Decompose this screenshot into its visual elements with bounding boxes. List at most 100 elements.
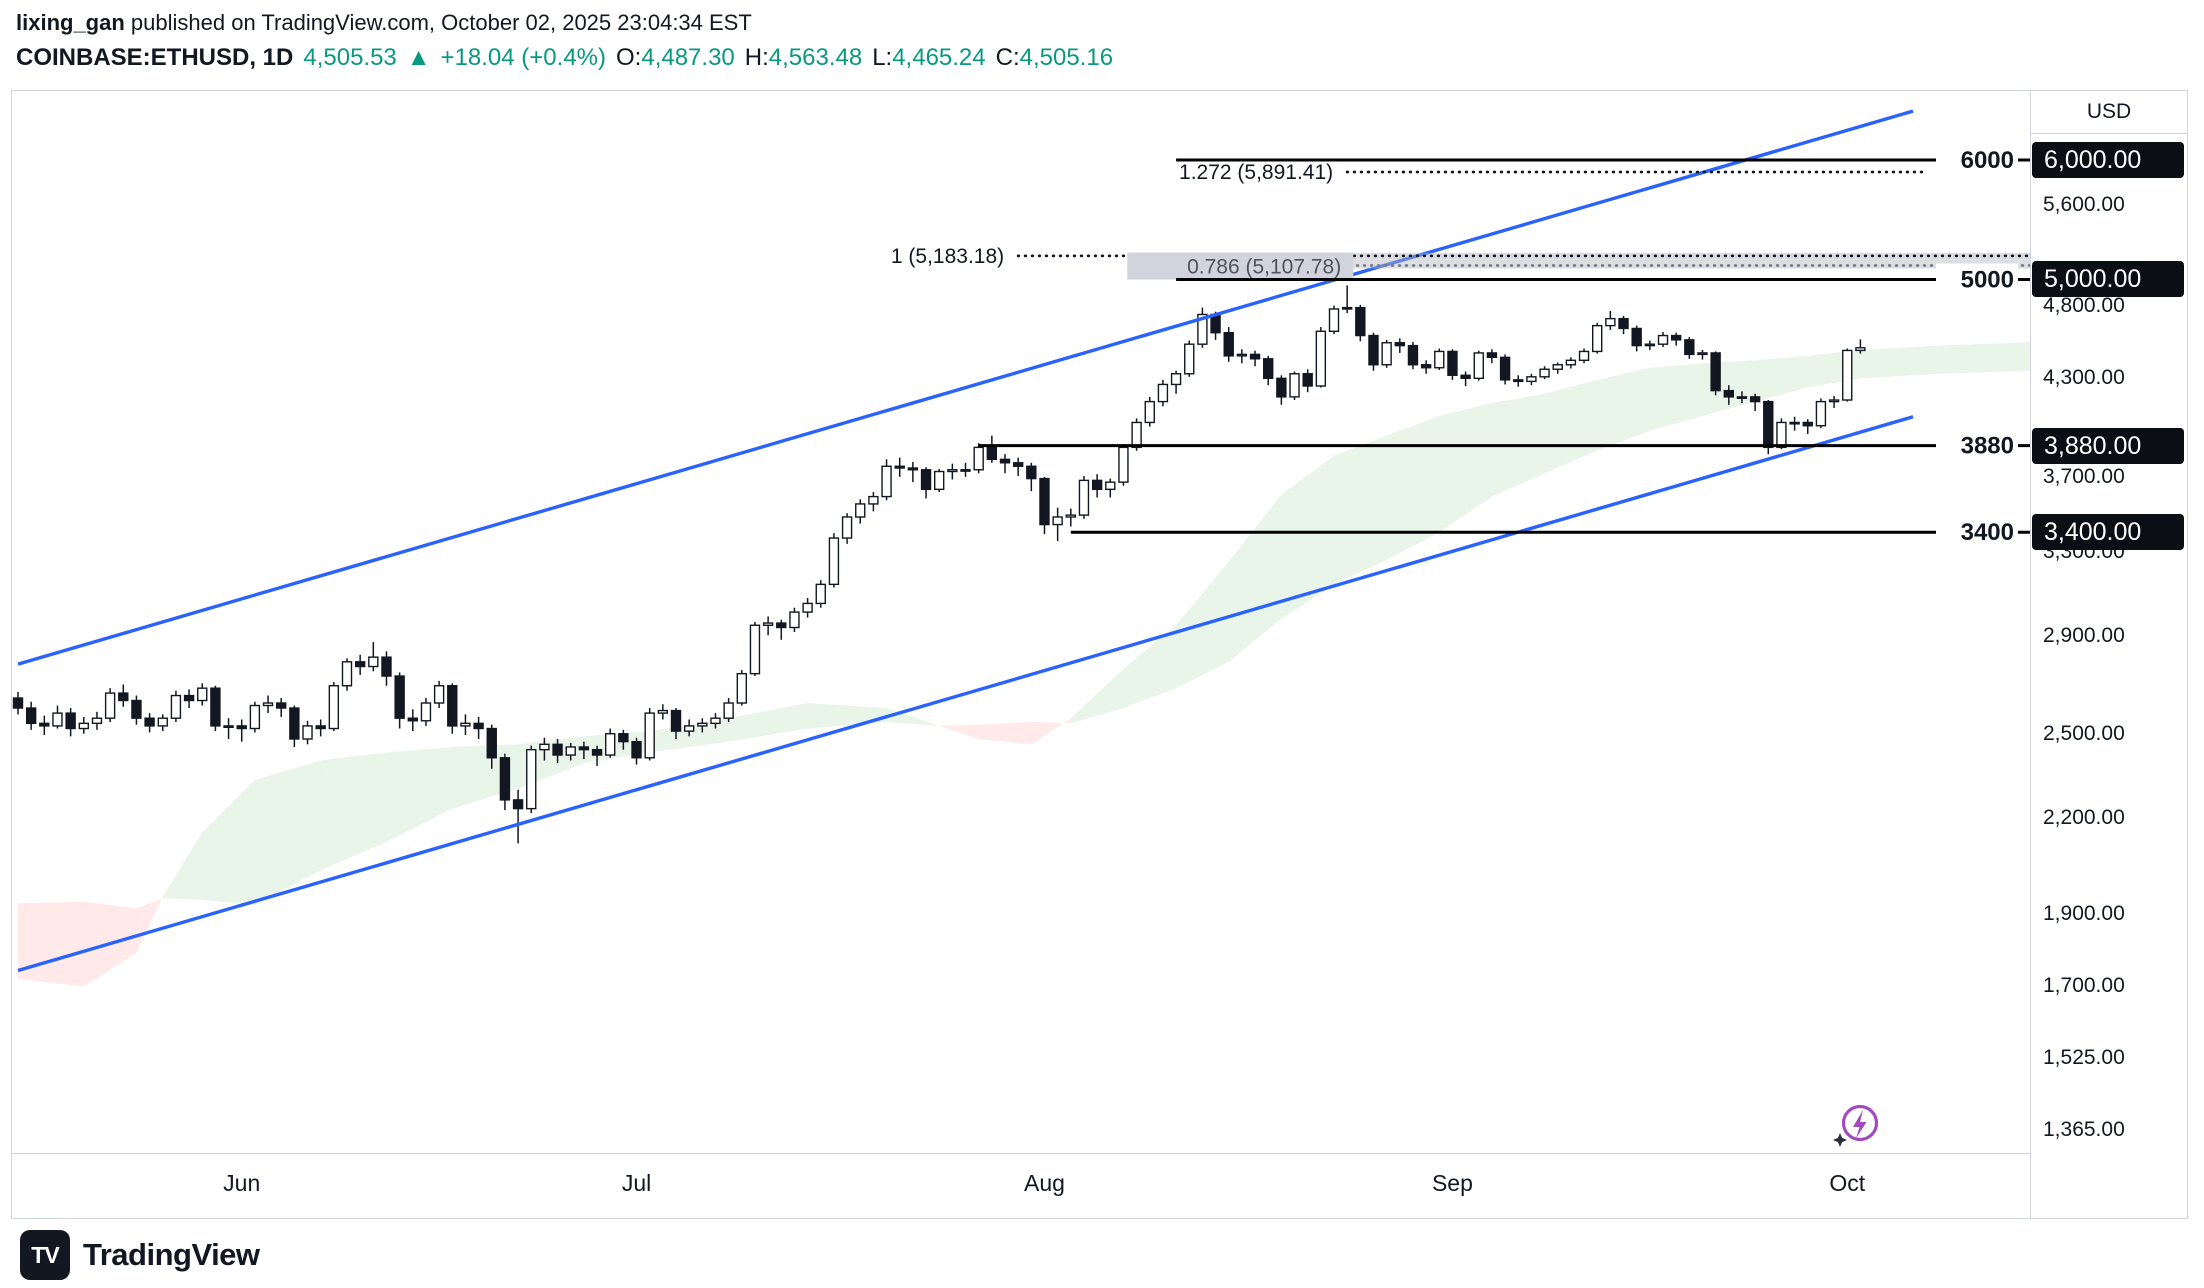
candle-body (762, 622, 774, 626)
candle-body (802, 602, 813, 613)
published-text: published on TradingView.com, October 02… (124, 10, 752, 35)
candle-body (1723, 389, 1735, 398)
candle-body (1170, 373, 1182, 386)
plot-svg[interactable]: 1.272 (5,891.41) 1 (5,183.18) 0.786 (5,107… (12, 91, 2030, 1153)
close-label: C: (995, 44, 1020, 71)
price-tick: 4,800.00 (2043, 294, 2125, 318)
candle-body (670, 709, 682, 732)
open-label: O: (616, 44, 642, 71)
boost-lightning-icon[interactable] (1830, 1097, 1886, 1153)
candle-body (1118, 446, 1129, 483)
candle-body (1197, 313, 1208, 345)
low-label: L: (872, 44, 893, 71)
candle-body (1526, 376, 1537, 383)
candle-body (368, 656, 379, 668)
candle-body (131, 699, 142, 719)
month-label: Jun (223, 1170, 261, 1196)
candle-body (1184, 343, 1195, 375)
fib-label-bg (1127, 252, 1354, 280)
candle-body (302, 725, 313, 740)
symbol-line: COINBASE:ETHUSD, 1D 4,505.53 ▲ +18.04 (+… (16, 44, 1113, 72)
price-tick: 1,900.00 (2043, 901, 2125, 925)
candle-body (907, 467, 919, 471)
candle-body (12, 697, 24, 709)
tradingview-logo-icon[interactable]: TV (20, 1230, 70, 1280)
fib-label: 1.272 (5,891.41) (1179, 161, 1333, 184)
month-label: Oct (1829, 1170, 1866, 1196)
price-tick: 1,700.00 (2043, 974, 2125, 998)
chart-container[interactable]: 1.272 (5,891.41) 1 (5,183.18) 0.786 (5,107… (11, 90, 2188, 1219)
level-label: 5000 (1961, 266, 2014, 293)
candle-body (433, 685, 445, 704)
candle-body (868, 495, 879, 505)
price-level-badge: 6,000.00 (2032, 142, 2184, 178)
candle-body (1499, 356, 1511, 381)
candle-body (1223, 332, 1234, 357)
month-label: Jul (621, 1170, 652, 1196)
candle-body (1065, 514, 1077, 518)
tradingview-brand-text[interactable]: TradingView (83, 1237, 260, 1272)
published-line: lixing_gan published on TradingView.com,… (16, 10, 752, 36)
candle-body (1105, 481, 1116, 491)
time-axis[interactable]: Jun Jul Aug Sep Oct (12, 1153, 2030, 1217)
candle-body (381, 656, 392, 677)
candle-body (1460, 374, 1471, 380)
candle-body (999, 458, 1011, 464)
cloud-segment (1123, 625, 1177, 709)
candle-body (1302, 373, 1313, 387)
candle-body (1289, 373, 1300, 398)
fib-levels: 1.272 (5,891.41) 1 (5,183.18) 0.786 (5,107… (891, 161, 2030, 280)
footer: TV TradingView (20, 1230, 260, 1280)
candle-body (1276, 377, 1287, 398)
candle-body (1420, 364, 1432, 369)
last-price: 4,505.53 (303, 44, 397, 71)
cloud-segment (728, 703, 808, 742)
price-tick: 2,900.00 (2043, 624, 2125, 648)
lightning-bolt (1853, 1110, 1867, 1139)
price-axis[interactable]: USD 5,600.00 4,800.00 4,300.00 3,700.00 3,30… (2030, 91, 2187, 1218)
cloud-segment (807, 703, 887, 729)
candle-body (1236, 353, 1248, 357)
candle-body (894, 465, 905, 469)
level-label: 6000 (1961, 147, 2014, 174)
candle-body (841, 516, 853, 539)
close-value: 4,505.16 (1019, 44, 1114, 71)
candle-body (1249, 353, 1261, 360)
candle-body (960, 469, 971, 472)
candle-body (973, 446, 984, 471)
candle-body (736, 672, 747, 704)
candle-body (91, 717, 103, 725)
level-label: 3400 (1961, 519, 2014, 546)
candle-body (1763, 400, 1774, 449)
candle-body (591, 748, 603, 756)
open-value: 4,487.30 (641, 44, 735, 71)
cloud-segment (320, 752, 387, 871)
candle-body (1591, 324, 1603, 353)
candle-body (1842, 349, 1853, 401)
cloud-segment (1860, 345, 1940, 379)
candle-body (1262, 358, 1274, 380)
candle-body (1657, 334, 1669, 345)
cloud-segment (1334, 435, 1387, 585)
high-label: H: (744, 44, 769, 71)
candle-body (104, 692, 116, 719)
candle-body (1012, 462, 1024, 467)
candle-body (1539, 368, 1550, 378)
candle-body (1789, 421, 1800, 425)
candle-body (828, 537, 840, 586)
candle-body (1355, 306, 1366, 337)
price-tick: 5,600.00 (2043, 193, 2125, 217)
candle-body (1039, 477, 1050, 526)
candle-body (1776, 421, 1787, 449)
cloud-segment (978, 722, 1032, 745)
cloud-segment (18, 901, 84, 987)
candle-body (118, 692, 129, 702)
cloud-segment (1755, 355, 1808, 402)
candle-body (1407, 344, 1419, 366)
candle-body (1091, 479, 1103, 491)
candle-body (1710, 352, 1721, 392)
candle-body (1736, 396, 1748, 399)
cloud-segment (136, 896, 163, 953)
low-value: 4,465.24 (892, 44, 986, 71)
cloud-segment (1807, 349, 1861, 388)
